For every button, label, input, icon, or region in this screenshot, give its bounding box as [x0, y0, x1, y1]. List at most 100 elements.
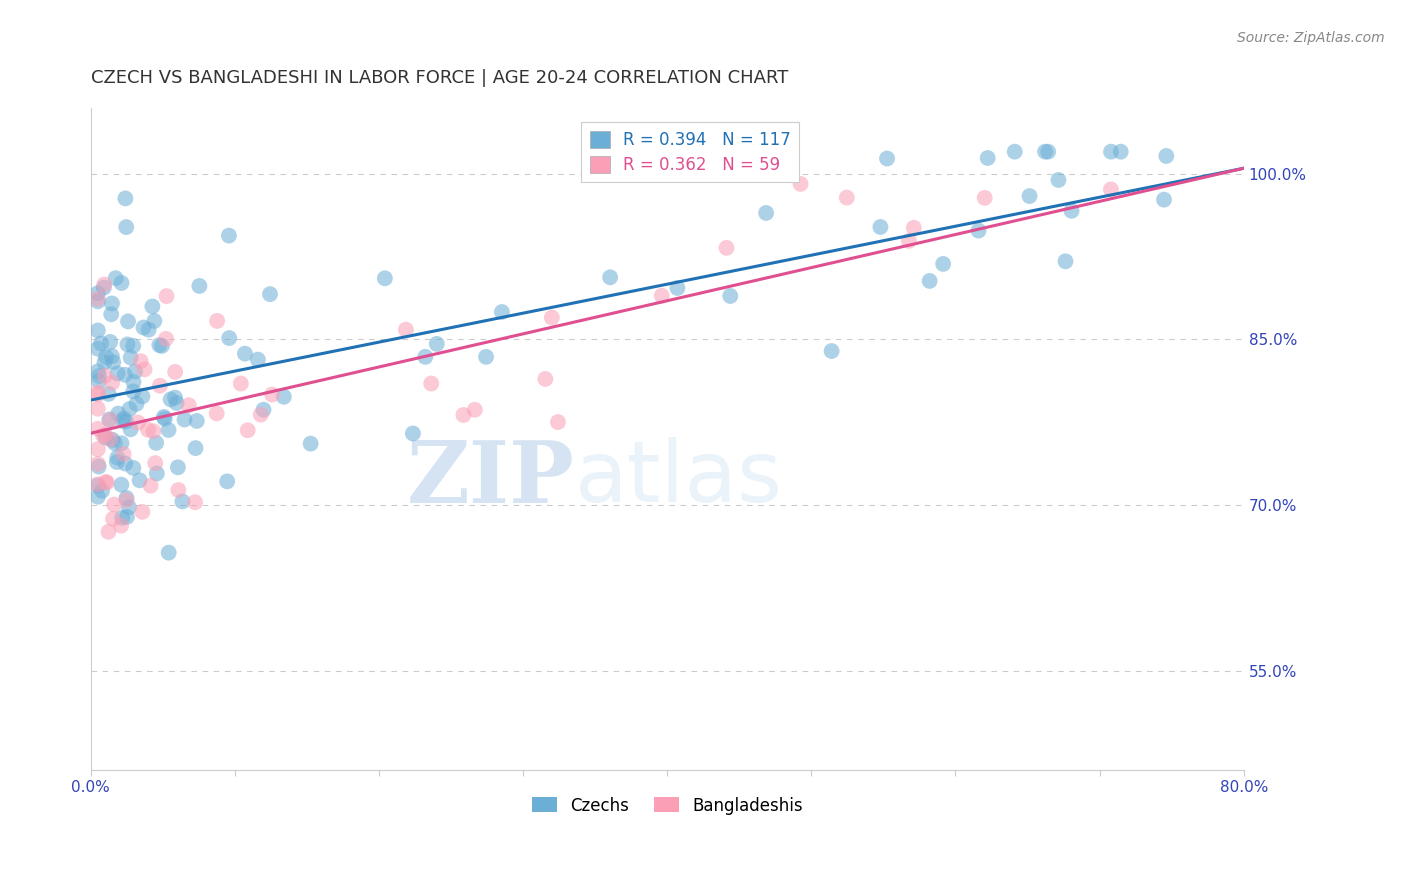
Point [103, 498, 125, 512]
Point [100, 433, 122, 447]
Point [876, 152, 898, 166]
Point [118, 500, 141, 515]
Point [145, 436, 167, 450]
Point [540, 310, 562, 325]
Point [184, 495, 207, 509]
Point [114, 191, 136, 205]
Point [98, 334, 121, 349]
Point [122, 461, 145, 475]
Text: Source: ZipAtlas.com: Source: ZipAtlas.com [1237, 31, 1385, 45]
Point [869, 219, 891, 234]
Point [94, 350, 117, 364]
Point [142, 425, 165, 439]
Point [115, 220, 138, 235]
Point [167, 460, 190, 475]
Point [93, 355, 115, 369]
Point [835, 190, 858, 204]
Point [87, 374, 110, 388]
Point [973, 191, 995, 205]
Point [166, 396, 188, 410]
Point [105, 450, 128, 465]
Point [115, 491, 138, 505]
Point [101, 296, 124, 310]
Point [131, 389, 153, 403]
Point [87, 442, 110, 457]
Point [205, 314, 228, 328]
Point [110, 518, 132, 533]
Point [122, 339, 145, 353]
Point [87, 457, 110, 471]
Point [218, 331, 240, 345]
Text: CZECH VS BANGLADESHI IN LABOR FORCE | AGE 20-24 CORRELATION CHART: CZECH VS BANGLADESHI IN LABOR FORCE | AG… [90, 69, 787, 87]
Point [98, 413, 121, 427]
Point [1018, 189, 1040, 203]
Point [97, 387, 120, 401]
Point [976, 151, 998, 165]
Point [134, 362, 156, 376]
Point [1153, 193, 1175, 207]
Point [94, 368, 117, 383]
Point [110, 477, 132, 491]
Point [395, 323, 418, 337]
Legend: Czechs, Bangladeshis: Czechs, Bangladeshis [524, 790, 810, 822]
Point [114, 368, 136, 382]
Point [129, 354, 152, 368]
Point [236, 423, 259, 437]
Point [1036, 145, 1059, 159]
Point [932, 257, 955, 271]
Point [131, 505, 153, 519]
Point [262, 387, 284, 401]
Point [413, 350, 436, 364]
Point [87, 294, 110, 309]
Point [1109, 145, 1132, 159]
Point [87, 292, 110, 306]
Point [139, 478, 162, 492]
Point [897, 234, 920, 248]
Point [128, 473, 150, 487]
Point [93, 280, 115, 294]
Point [205, 406, 228, 420]
Point [1004, 145, 1026, 159]
Point [101, 433, 124, 447]
Point [918, 274, 941, 288]
Point [94, 475, 117, 489]
Point [87, 387, 110, 401]
Point [464, 402, 486, 417]
Point [100, 307, 122, 321]
Point [153, 409, 176, 424]
Point [229, 376, 252, 391]
Point [143, 314, 166, 328]
Point [155, 289, 177, 303]
Point [491, 305, 513, 319]
Point [101, 349, 124, 363]
Point [186, 414, 208, 428]
Point [91, 483, 114, 498]
Point [115, 509, 138, 524]
Point [97, 524, 120, 539]
Point [725, 152, 748, 166]
Point [1099, 182, 1122, 196]
Point [122, 375, 145, 389]
Point [107, 407, 129, 421]
Point [87, 286, 110, 301]
Point [115, 493, 138, 508]
Point [146, 467, 169, 481]
Point [101, 512, 124, 526]
Point [98, 412, 121, 426]
Point [167, 483, 190, 497]
Point [420, 376, 443, 391]
Point [104, 271, 127, 285]
Point [1047, 173, 1070, 187]
Point [115, 415, 138, 429]
Point [967, 224, 990, 238]
Point [246, 352, 269, 367]
Point [105, 455, 128, 469]
Point [651, 289, 673, 303]
Point [218, 228, 240, 243]
Point [104, 436, 127, 450]
Point [718, 289, 741, 303]
Point [157, 546, 180, 560]
Point [117, 314, 139, 328]
Point [114, 457, 136, 471]
Point [233, 346, 256, 360]
